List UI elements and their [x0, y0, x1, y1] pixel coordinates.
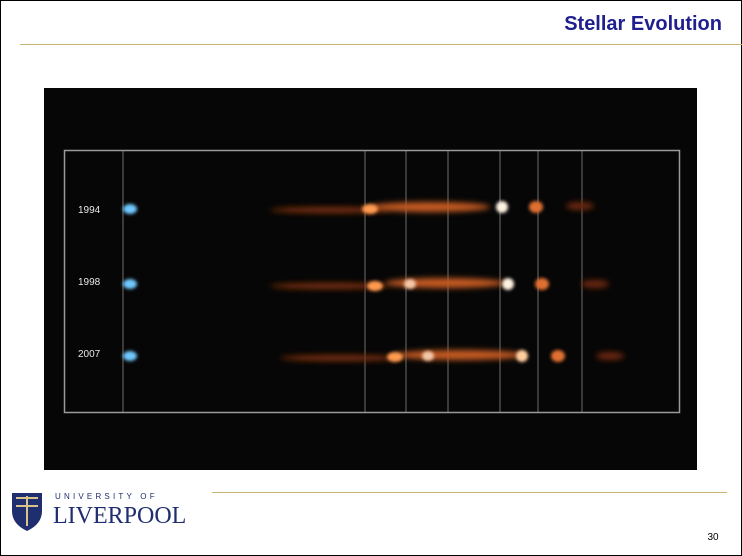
image-background	[44, 88, 697, 470]
university-logo: UNIVERSITY OF LIVERPOOL	[12, 492, 186, 531]
epoch-label: 1998	[78, 277, 101, 288]
jet-row	[123, 278, 609, 291]
jet-row	[123, 201, 594, 214]
jet-image: 1994 1998 2007	[44, 88, 697, 470]
slide-title: Stellar Evolution	[564, 13, 722, 35]
page-number: 30	[707, 532, 719, 543]
epoch-label: 1994	[78, 205, 101, 216]
logo-line1: UNIVERSITY OF	[55, 492, 158, 501]
epoch-label: 2007	[78, 349, 101, 360]
jet-row	[123, 350, 624, 362]
logo-line2: LIVERPOOL	[53, 503, 186, 529]
image-frame	[63, 149, 681, 414]
